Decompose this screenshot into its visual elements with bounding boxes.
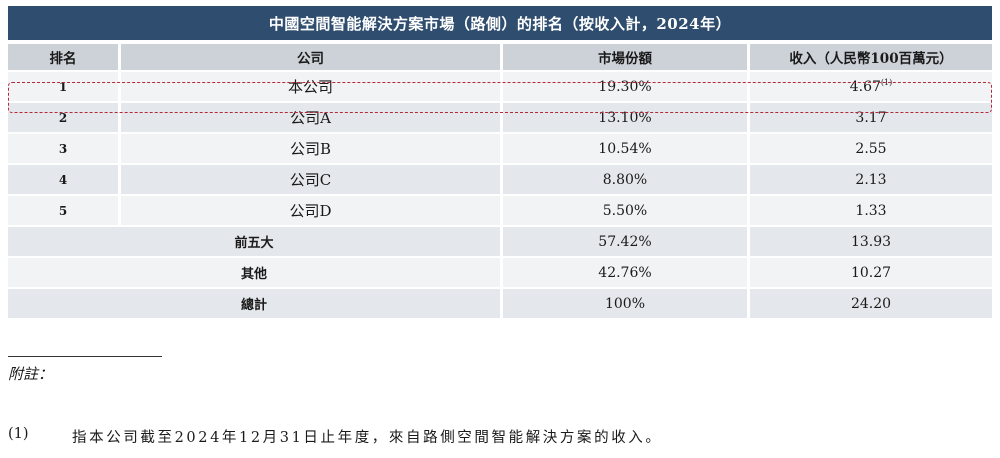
company-cell: 公司C: [121, 163, 503, 194]
summary-label: 前五大: [8, 225, 503, 256]
company-cell: 本公司: [121, 70, 503, 101]
summary-row-others: 其他 42.76% 10.27: [8, 256, 992, 287]
rank-cell: 1: [8, 70, 121, 101]
share-cell: 10.54%: [503, 132, 750, 163]
table-row: 1 本公司 19.30% 4.67(1): [8, 70, 992, 101]
share-cell: 13.10%: [503, 101, 750, 132]
revenue-cell: 4.67(1): [750, 70, 992, 101]
ranking-table: 排名 公司 市場份額 收入（人民幣100百萬元） 1 本公司 19.30% 4.…: [8, 44, 992, 318]
revenue-cell: 1.33: [750, 194, 992, 225]
footnote-number: (1): [8, 426, 29, 442]
table-row: 2 公司A 13.10% 3.17: [8, 101, 992, 132]
notes-label: 附註：: [8, 365, 54, 383]
table-row: 4 公司C 8.80% 2.13: [8, 163, 992, 194]
share-cell: 8.80%: [503, 163, 750, 194]
share-cell: 5.50%: [503, 194, 750, 225]
summary-label: 其他: [8, 256, 503, 287]
header-market-share: 市場份額: [503, 44, 750, 70]
footnote-divider: [8, 356, 162, 357]
rank-cell: 4: [8, 163, 121, 194]
table-row: 5 公司D 5.50% 1.33: [8, 194, 992, 225]
rank-cell: 5: [8, 194, 121, 225]
revenue-cell: 13.93: [750, 225, 992, 256]
footnote-item: (1) 指本公司截至2024年12月31日止年度，來自路側空間智能解決方案的收入…: [8, 426, 663, 447]
rank-cell: 3: [8, 132, 121, 163]
header-rank: 排名: [8, 44, 121, 70]
company-cell: 公司D: [121, 194, 503, 225]
summary-row-total: 總計 100% 24.20: [8, 287, 992, 318]
share-cell: 57.42%: [503, 225, 750, 256]
company-cell: 公司A: [121, 101, 503, 132]
revenue-value: 4.67: [849, 79, 881, 95]
ranking-table-container: 中國空間智能解決方案市場（路側）的排名（按收入計，2024年） 排名 公司 市場…: [8, 6, 992, 318]
summary-row-top5: 前五大 57.42% 13.93: [8, 225, 992, 256]
summary-label: 總計: [8, 287, 503, 318]
revenue-cell: 24.20: [750, 287, 992, 318]
share-cell: 42.76%: [503, 256, 750, 287]
header-row: 排名 公司 市場份額 收入（人民幣100百萬元）: [8, 44, 992, 70]
table-row: 3 公司B 10.54% 2.55: [8, 132, 992, 163]
revenue-cell: 10.27: [750, 256, 992, 287]
share-cell: 100%: [503, 287, 750, 318]
footnote-marker: (1): [880, 78, 893, 87]
footnote-text: 指本公司截至2024年12月31日止年度，來自路側空間智能解決方案的收入。: [72, 430, 663, 446]
share-cell: 19.30%: [503, 70, 750, 101]
table-title: 中國空間智能解決方案市場（路側）的排名（按收入計，2024年）: [8, 6, 992, 40]
revenue-cell: 2.55: [750, 132, 992, 163]
rank-cell: 2: [8, 101, 121, 132]
company-cell: 公司B: [121, 132, 503, 163]
header-company: 公司: [121, 44, 503, 70]
revenue-cell: 3.17: [750, 101, 992, 132]
header-revenue: 收入（人民幣100百萬元）: [750, 44, 992, 70]
revenue-cell: 2.13: [750, 163, 992, 194]
